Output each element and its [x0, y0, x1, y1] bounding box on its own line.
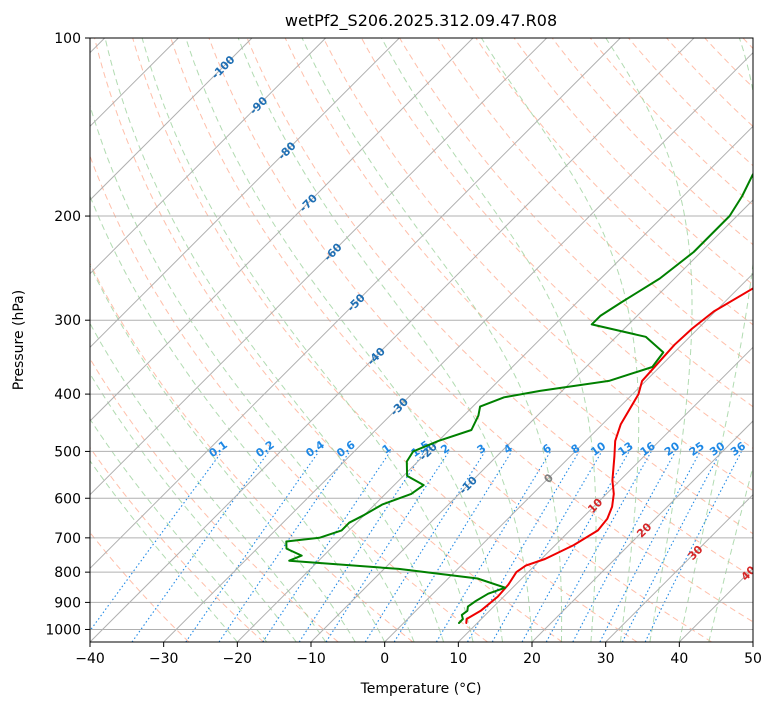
moist-adiabat [90, 103, 415, 642]
y-tick-label: 800 [54, 565, 81, 581]
y-tick-label: 400 [54, 387, 81, 403]
dry-adiabat [513, 38, 753, 286]
mixing-ratio-line [298, 451, 425, 642]
background-lines [90, 38, 753, 642]
isotherm-line [457, 346, 753, 642]
profile-series [285, 173, 753, 624]
mixing-ratio-line [262, 451, 391, 642]
moist-adiabat [708, 465, 753, 642]
x-tick-label: −10 [296, 651, 326, 667]
dry-adiabat [628, 38, 753, 167]
x-tick-label: −30 [149, 651, 179, 667]
x-tick-label: 20 [523, 651, 541, 667]
mixing-ratio-line [545, 451, 652, 642]
x-tick-label: 40 [670, 651, 688, 667]
isotherm-line [236, 125, 753, 642]
moist-adiabat [90, 418, 268, 642]
plot-frame [89, 37, 754, 643]
mixing-ratio-line [621, 451, 722, 642]
isotherm-line [531, 420, 753, 642]
x-tick-label: 10 [449, 651, 467, 667]
mixing-ratio-line [90, 451, 223, 632]
isotherm-line [90, 38, 400, 349]
isotherm-line [90, 38, 548, 496]
isotherm-line [90, 38, 327, 275]
y-tick-label: 500 [54, 444, 81, 460]
moist-adiabat [185, 38, 503, 642]
x-tick-label: 30 [597, 651, 615, 667]
mixing-ratio-line [644, 451, 742, 642]
dry-adiabat [132, 38, 638, 642]
dewpoint-line [285, 173, 753, 624]
x-axis: −40 −30 −20 −10 0 10 20 30 40 50 [75, 642, 762, 667]
mixing-ratio-line [393, 451, 513, 642]
moist-adiabat [90, 459, 238, 642]
y-axis-title: Pressure (hPa) [11, 290, 27, 390]
x-tick-label: 50 [744, 651, 762, 667]
dry-adiabat [246, 38, 753, 578]
dry-adiabat [475, 38, 753, 326]
isotherm-line [90, 38, 621, 570]
moist-adiabat [90, 194, 386, 642]
moist-adiabat [301, 38, 563, 642]
y-tick-label: 1000 [45, 622, 81, 638]
moist-adiabat [90, 322, 327, 642]
isotherm-line [310, 199, 753, 642]
y-axis: 100 200 300 400 500 600 700 800 900 1000 [45, 31, 90, 638]
dry-adiabat [322, 38, 753, 492]
moist-adiabat [141, 38, 474, 642]
moist-adiabat [381, 38, 597, 642]
y-tick-label: 200 [54, 209, 81, 225]
mixing-ratio-line [218, 451, 351, 642]
isotherm-line [752, 641, 753, 642]
moist-adiabat [605, 38, 693, 642]
x-tick-label: −40 [75, 651, 105, 667]
chart-title: wetPf2_S206.2025.312.09.47.R08 [285, 11, 557, 31]
y-tick-label: 700 [54, 531, 81, 547]
isotherm-line [90, 38, 474, 422]
moist-adiabat [104, 38, 445, 642]
isotherm-line [90, 38, 253, 201]
plot-area [90, 38, 753, 642]
isotherm-line [384, 272, 753, 642]
moist-adiabat [90, 372, 297, 642]
moist-adiabat [678, 38, 753, 642]
dry-adiabat [90, 262, 414, 642]
dry-adiabat [90, 446, 264, 642]
moist-adiabat [90, 264, 356, 642]
mixing-ratio-line [185, 451, 320, 642]
mixing-ratio-line [521, 451, 630, 642]
mixing-ratio-line [572, 451, 676, 642]
moist-adiabat [237, 38, 533, 642]
mixing-ratio-line [325, 451, 450, 642]
isotherm-line [605, 493, 753, 642]
y-tick-label: 900 [54, 595, 81, 611]
dry-adiabat [208, 38, 753, 623]
temperature-line [465, 287, 753, 624]
moist-adiabat [480, 38, 640, 642]
y-tick-label: 300 [54, 313, 81, 329]
dry-adiabat [94, 38, 563, 642]
x-tick-label: −20 [223, 651, 253, 667]
isotherm-line [90, 38, 695, 642]
dry-adiabat [399, 38, 753, 408]
isotherm-line [163, 51, 753, 642]
x-axis-title: Temperature (°C) [360, 681, 482, 697]
y-tick-label: 600 [54, 491, 81, 507]
y-tick-label: 100 [54, 31, 81, 47]
x-tick-label: 0 [380, 651, 389, 667]
